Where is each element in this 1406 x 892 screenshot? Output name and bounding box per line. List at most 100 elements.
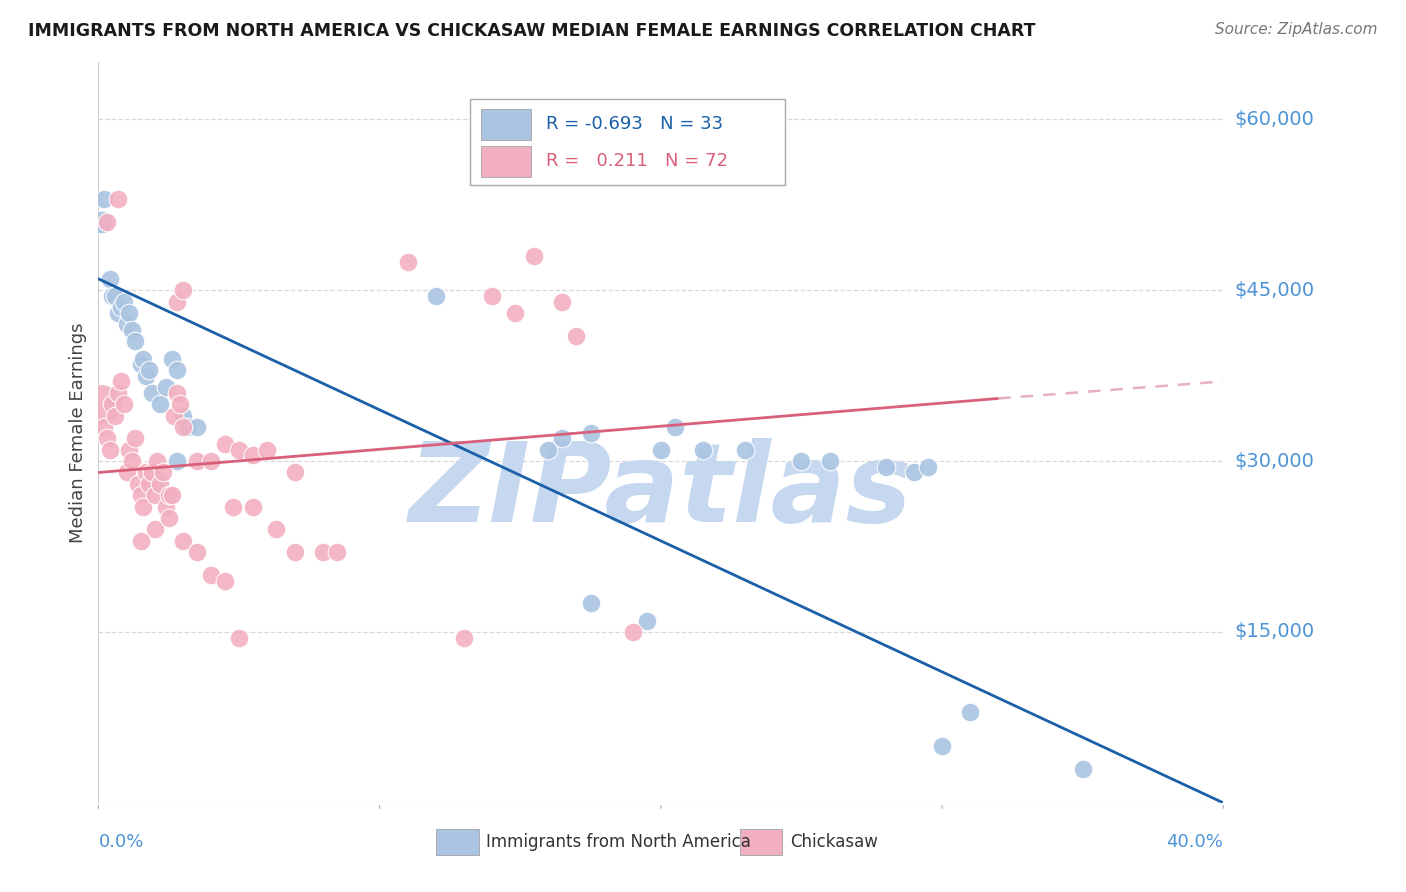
Point: [104, 409, 127, 423]
Point: [228, 631, 250, 645]
Point: [326, 545, 349, 559]
Point: [101, 289, 124, 303]
Point: [214, 574, 236, 588]
Point: [166, 294, 188, 309]
Point: [155, 380, 177, 394]
Point: [129, 533, 152, 548]
Point: [177, 420, 200, 434]
Point: [160, 351, 183, 366]
Point: [124, 334, 146, 349]
Point: [149, 397, 172, 411]
Point: [256, 442, 278, 457]
Point: [146, 454, 169, 468]
Point: [312, 545, 335, 559]
Point: [734, 442, 756, 457]
FancyBboxPatch shape: [436, 829, 478, 855]
Text: Source: ZipAtlas.com: Source: ZipAtlas.com: [1215, 22, 1378, 37]
Point: [138, 363, 160, 377]
Point: [118, 442, 141, 457]
FancyBboxPatch shape: [470, 99, 785, 185]
Point: [242, 449, 264, 463]
Point: [551, 431, 574, 445]
Point: [107, 385, 129, 400]
Text: 0.0%: 0.0%: [98, 833, 143, 851]
Point: [186, 420, 208, 434]
Point: [453, 631, 475, 645]
Point: [503, 306, 526, 320]
Text: Immigrants from North America: Immigrants from North America: [486, 833, 751, 851]
Point: [523, 249, 546, 263]
Point: [132, 500, 155, 514]
Point: [166, 385, 188, 400]
Point: [141, 385, 163, 400]
Point: [579, 597, 602, 611]
Point: [551, 294, 574, 309]
Point: [138, 476, 160, 491]
Point: [636, 614, 658, 628]
Point: [396, 254, 419, 268]
Point: [132, 351, 155, 366]
Point: [115, 466, 138, 480]
Point: [143, 523, 166, 537]
Point: [931, 739, 953, 753]
Point: [169, 397, 191, 411]
Point: [93, 420, 115, 434]
Point: [143, 476, 166, 491]
Point: [127, 476, 149, 491]
Point: [118, 306, 141, 320]
Point: [96, 215, 118, 229]
Text: Chickasaw: Chickasaw: [790, 833, 877, 851]
Point: [650, 442, 672, 457]
Text: R = -0.693   N = 33: R = -0.693 N = 33: [546, 115, 723, 133]
Point: [172, 409, 194, 423]
Point: [157, 511, 180, 525]
FancyBboxPatch shape: [740, 829, 782, 855]
Point: [143, 488, 166, 502]
Point: [107, 192, 129, 206]
Point: [110, 301, 132, 315]
Point: [481, 289, 503, 303]
Point: [96, 431, 118, 445]
Y-axis label: Median Female Earnings: Median Female Earnings: [69, 322, 87, 543]
Point: [790, 454, 813, 468]
Point: [160, 488, 183, 502]
Text: 40.0%: 40.0%: [1167, 833, 1223, 851]
Point: [228, 442, 250, 457]
Point: [186, 545, 208, 559]
Point: [565, 328, 588, 343]
Text: ZIPatlas: ZIPatlas: [409, 438, 912, 545]
Text: R =   0.211   N = 72: R = 0.211 N = 72: [546, 152, 728, 169]
Point: [425, 289, 447, 303]
Point: [818, 454, 841, 468]
Point: [214, 437, 236, 451]
Point: [135, 466, 157, 480]
Point: [172, 420, 194, 434]
Point: [186, 454, 208, 468]
Point: [172, 283, 194, 297]
Point: [93, 192, 115, 206]
Point: [172, 533, 194, 548]
Point: [121, 454, 143, 468]
Point: [98, 442, 121, 457]
Point: [98, 272, 121, 286]
Text: $15,000: $15,000: [1234, 623, 1315, 641]
Point: [152, 466, 174, 480]
Point: [664, 420, 686, 434]
Point: [917, 459, 939, 474]
Text: $45,000: $45,000: [1234, 281, 1315, 300]
Point: [200, 568, 222, 582]
Point: [141, 466, 163, 480]
Point: [537, 442, 560, 457]
Text: $30,000: $30,000: [1234, 451, 1315, 471]
FancyBboxPatch shape: [481, 146, 531, 178]
Point: [121, 323, 143, 337]
Point: [149, 476, 172, 491]
Point: [903, 466, 925, 480]
Point: [155, 500, 177, 514]
Point: [222, 500, 245, 514]
Point: [115, 318, 138, 332]
Point: [284, 466, 307, 480]
Point: [90, 215, 112, 229]
Point: [129, 488, 152, 502]
Point: [242, 500, 264, 514]
